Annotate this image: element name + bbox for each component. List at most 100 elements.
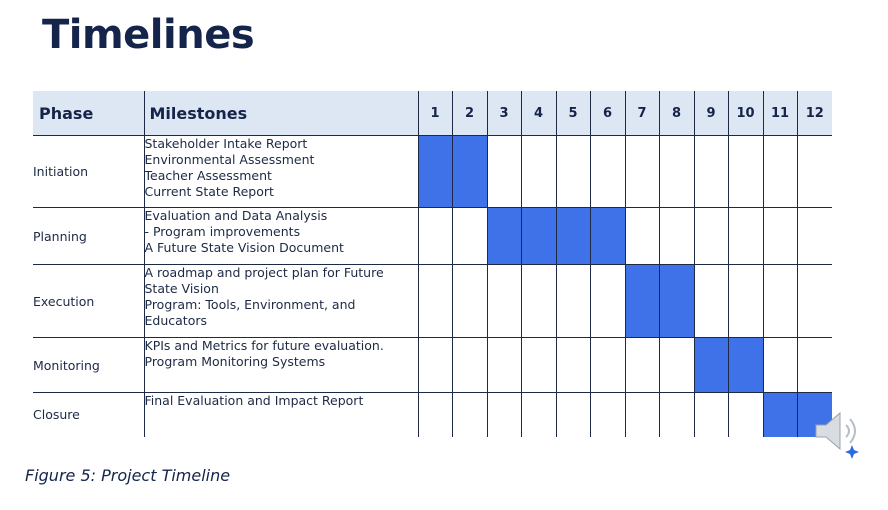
milestone-item: A Future State Vision Document: [144, 240, 344, 255]
timeline-empty-cell: [451, 207, 487, 265]
timeline-empty-cell: [658, 337, 694, 393]
period-header-5: 5: [555, 91, 590, 136]
timeline-empty-cell: [589, 392, 625, 437]
timeline-empty-cell: [520, 264, 556, 338]
milestone-item: Teacher Assessment: [144, 168, 272, 183]
timeline-empty-cell: [658, 207, 694, 265]
timeline-empty-cell: [624, 337, 659, 393]
timeline-empty-cell: [417, 207, 452, 265]
phase-cell: Planning: [33, 207, 144, 265]
table-row: Monitoring KPIs and Metrics for future ev…: [33, 337, 832, 393]
timeline-empty-cell: [520, 135, 556, 208]
timeline-empty-cell: [658, 392, 694, 437]
timeline-empty-cell: [796, 135, 832, 208]
timeline-empty-cell: [417, 392, 452, 437]
milestone-item: State Vision: [144, 281, 219, 296]
speaker-icon[interactable]: [812, 405, 864, 459]
timeline-bar-cell: [658, 264, 694, 338]
timeline-empty-cell: [796, 264, 832, 338]
milestone-item: Program: Tools, Environment, and: [144, 297, 356, 312]
timeline-bar-cell: [762, 392, 797, 437]
timeline-empty-cell: [417, 337, 452, 393]
phase-cell: Closure: [33, 407, 80, 423]
milestones-cell: Final Evaluation and Impact Report: [143, 392, 418, 437]
timeline-empty-cell: [727, 207, 763, 265]
phase-header: Phase: [33, 91, 144, 136]
period-header-1: 1: [417, 91, 452, 136]
timeline-empty-cell: [693, 264, 728, 338]
table-row: Planning Evaluation and Data Analysis - Pr…: [33, 207, 832, 265]
timeline-bar-cell: [555, 207, 590, 265]
timeline-empty-cell: [520, 392, 556, 437]
timeline-table: Phase Milestones 1 2 3 4 5 6 7 8 9 10 11 12 Initiat…: [33, 91, 832, 437]
phase-cell: Execution: [33, 264, 144, 338]
timeline-empty-cell: [727, 392, 763, 437]
timeline-empty-cell: [796, 337, 832, 393]
timeline-empty-cell: [727, 135, 763, 208]
timeline-empty-cell: [762, 264, 797, 338]
timeline-empty-cell: [693, 135, 728, 208]
timeline-empty-cell: [762, 207, 797, 265]
timeline-bar-cell: [451, 135, 487, 208]
period-header-8: 8: [658, 91, 694, 136]
figure-caption: Figure 5: Project Timeline: [25, 466, 231, 485]
period-header-3: 3: [486, 91, 521, 136]
timeline-empty-cell: [486, 337, 521, 393]
period-header-9: 9: [693, 91, 728, 136]
milestone-item: KPIs and Metrics for future evaluation.: [144, 338, 384, 353]
period-header-4: 4: [520, 91, 556, 136]
timeline-bar-cell: [727, 337, 763, 393]
phase-cell: Monitoring: [33, 337, 144, 393]
milestone-item: A roadmap and project plan for Future: [144, 265, 384, 280]
timeline-empty-cell: [589, 135, 625, 208]
period-header-10: 10: [727, 91, 763, 136]
timeline-empty-cell: [693, 392, 728, 437]
period-header-7: 7: [624, 91, 659, 136]
milestones-cell: KPIs and Metrics for future evaluation. P…: [143, 337, 418, 393]
milestone-item: Current State Report: [144, 184, 274, 199]
timeline-empty-cell: [693, 207, 728, 265]
table-row: Execution A roadmap and project plan for …: [33, 264, 832, 338]
timeline-bar-cell: [520, 207, 556, 265]
timeline-empty-cell: [589, 264, 625, 338]
timeline-bar-cell: [624, 264, 659, 338]
table-row: Closure Final Evaluation and Impact Repor…: [33, 392, 832, 437]
timeline-empty-cell: [451, 337, 487, 393]
timeline-empty-cell: [555, 337, 590, 393]
timeline-empty-cell: [624, 135, 659, 208]
timeline-empty-cell: [624, 392, 659, 437]
timeline-empty-cell: [589, 337, 625, 393]
timeline-empty-cell: [555, 135, 590, 208]
period-header-12: 12: [796, 91, 832, 136]
milestones-cell: A roadmap and project plan for Future Sta…: [143, 264, 418, 338]
timeline-empty-cell: [520, 337, 556, 393]
milestone-item: Educators: [144, 313, 208, 328]
timeline-bar-cell: [693, 337, 728, 393]
timeline-empty-cell: [727, 264, 763, 338]
timeline-bar-cell: [417, 135, 452, 208]
timeline-empty-cell: [451, 392, 487, 437]
table-row: Initiation Stakeholder Intake Report Envir…: [33, 135, 832, 208]
timeline-empty-cell: [762, 337, 797, 393]
milestone-item: Stakeholder Intake Report: [144, 136, 308, 151]
milestones-header: Milestones: [143, 91, 418, 136]
period-header-11: 11: [762, 91, 797, 136]
timeline-empty-cell: [417, 264, 452, 338]
milestone-item: - Program improvements: [144, 224, 301, 239]
milestone-item: Evaluation and Data Analysis: [144, 208, 328, 223]
milestones-cell: Evaluation and Data Analysis - Program im…: [143, 207, 418, 265]
milestone-item: Environmental Assessment: [144, 152, 315, 167]
page-title: Timelines: [42, 12, 255, 58]
timeline-empty-cell: [796, 207, 832, 265]
timeline-empty-cell: [762, 135, 797, 208]
period-header-2: 2: [451, 91, 487, 136]
timeline-empty-cell: [624, 207, 659, 265]
milestones-cell: Stakeholder Intake Report Environmental A…: [143, 135, 418, 208]
timeline-empty-cell: [555, 392, 590, 437]
milestone-item: Program Monitoring Systems: [144, 354, 326, 369]
timeline-empty-cell: [555, 264, 590, 338]
timeline-empty-cell: [658, 135, 694, 208]
period-header-6: 6: [589, 91, 625, 136]
timeline-bar-cell: [589, 207, 625, 265]
timeline-bar-cell: [486, 207, 521, 265]
